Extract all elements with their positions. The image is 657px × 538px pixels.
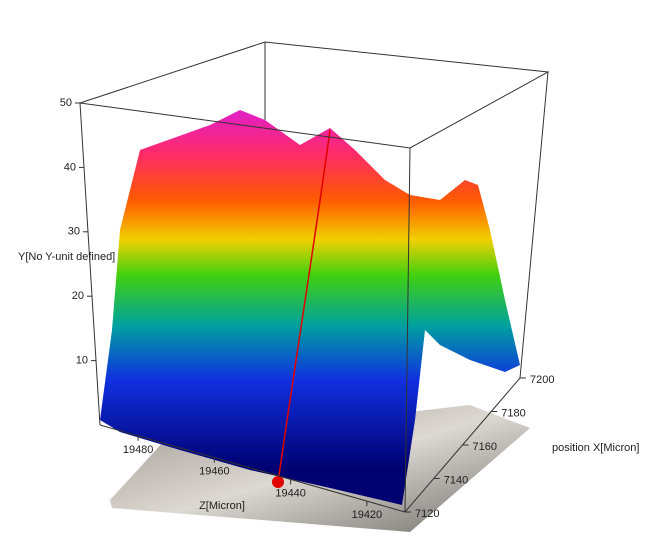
zticks-label: 7160	[473, 441, 497, 453]
zticks-label: 7120	[415, 508, 439, 520]
yticks-label: 20	[72, 290, 84, 302]
xticks-label: 19440	[275, 487, 306, 499]
box-edge	[519, 71, 549, 379]
zticks-label: 7200	[530, 374, 554, 386]
box-edge	[99, 424, 406, 513]
zticks-label: 7180	[501, 407, 525, 419]
profile-line	[277, 129, 331, 483]
box-edge	[79, 41, 550, 149]
yticks-label: 40	[64, 161, 76, 173]
yticks-label: 50	[60, 97, 72, 109]
zticks-label: 7140	[444, 474, 468, 486]
xticks-label: 19420	[352, 509, 383, 521]
yticks-label: 30	[68, 226, 80, 238]
box-edge	[404, 147, 411, 513]
yticks-label: 10	[76, 355, 88, 367]
axis-box	[79, 41, 550, 513]
z-axis-label: position X[Micron]	[552, 442, 639, 454]
x-axis-label: Z[Micron]	[199, 500, 245, 512]
profile-marker	[272, 476, 284, 488]
box-edge	[79, 102, 101, 426]
xticks-label: 19460	[199, 466, 230, 478]
y-axis-label: Y[No Y-unit defined]	[18, 251, 115, 263]
xticks-label: 19480	[123, 444, 154, 456]
surface	[100, 110, 520, 505]
